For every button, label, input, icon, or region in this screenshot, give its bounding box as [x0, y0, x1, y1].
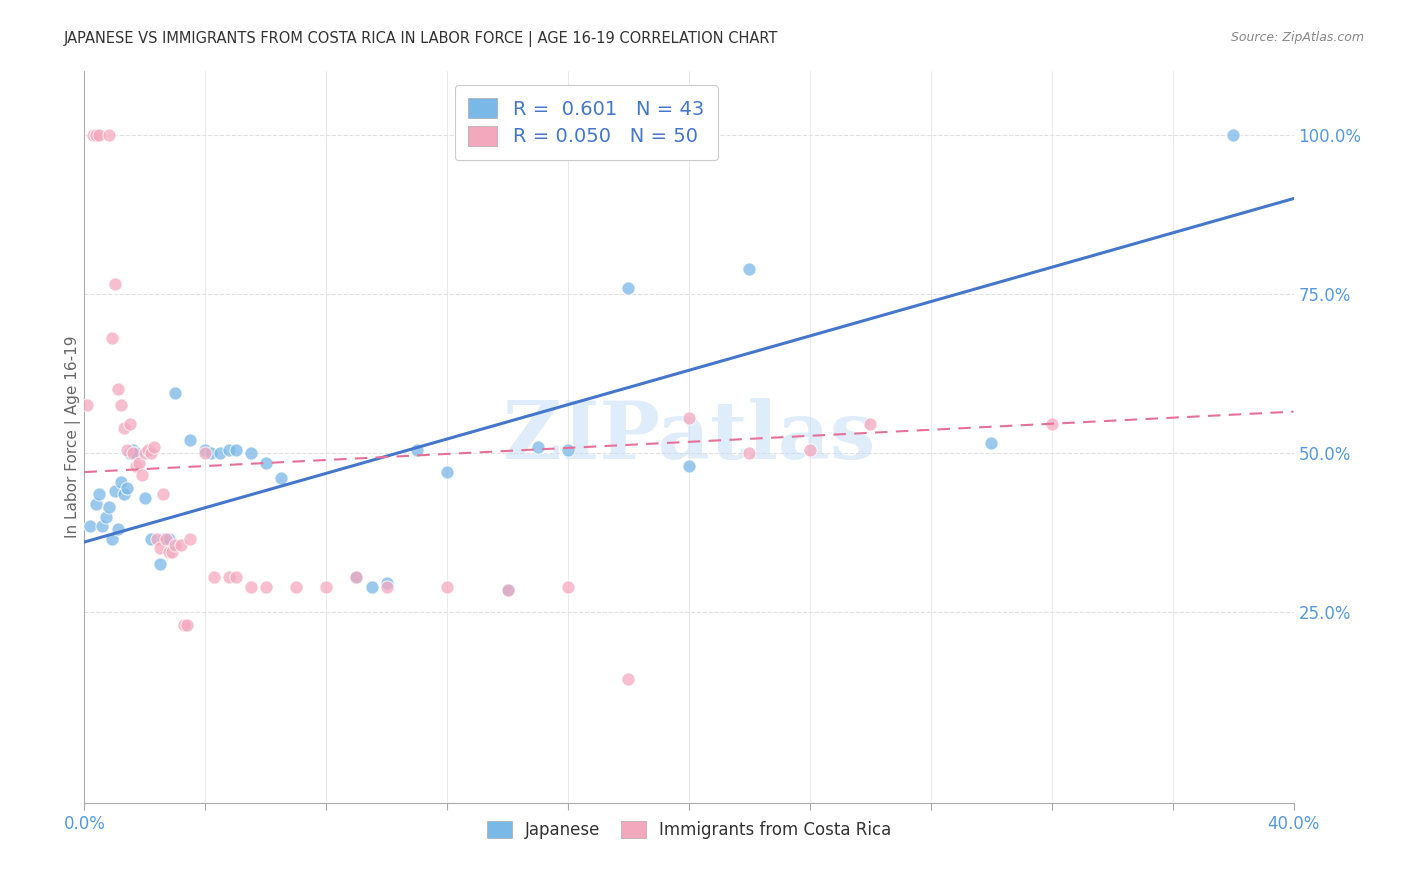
Point [157, 532, 180, 546]
Point [194, 442, 217, 457]
Point [128, 456, 150, 470]
Point [94, 509, 117, 524]
Point [200, 446, 222, 460]
Text: JAPANESE VS IMMIGRANTS FROM COSTA RICA IN LABOR FORCE | AGE 16-19 CORRELATION CH: JAPANESE VS IMMIGRANTS FROM COSTA RICA I… [63, 31, 778, 47]
Legend: Japanese, Immigrants from Costa Rica: Japanese, Immigrants from Costa Rica [477, 811, 901, 849]
Point [110, 398, 132, 412]
Point [89, 128, 111, 142]
Point [859, 417, 882, 432]
Point [157, 544, 180, 558]
Point [270, 471, 292, 485]
Point [225, 442, 247, 457]
Point [165, 385, 187, 400]
Point [209, 446, 232, 460]
Point [160, 544, 183, 558]
Point [194, 446, 217, 460]
Point [107, 522, 129, 536]
Point [239, 580, 262, 594]
Point [115, 481, 138, 495]
Point [254, 456, 277, 470]
Point [1040, 417, 1063, 432]
Point [557, 442, 579, 457]
Point [617, 672, 640, 686]
Point [678, 411, 700, 425]
Point [139, 532, 162, 546]
Point [225, 570, 247, 584]
Point [100, 331, 122, 345]
Point [89, 487, 111, 501]
Point [110, 475, 132, 489]
Point [91, 519, 114, 533]
Point [121, 442, 143, 457]
Point [121, 446, 143, 460]
Point [155, 532, 177, 546]
Point [496, 582, 519, 597]
Point [202, 570, 225, 584]
Point [125, 446, 148, 460]
Point [86, 128, 108, 142]
Point [315, 580, 337, 594]
Point [104, 277, 127, 292]
Point [360, 580, 382, 594]
Text: Source: ZipAtlas.com: Source: ZipAtlas.com [1230, 31, 1364, 45]
Point [76, 398, 98, 412]
Point [115, 442, 138, 457]
Text: ZIPatlas: ZIPatlas [503, 398, 875, 476]
Point [285, 580, 308, 594]
Point [165, 538, 187, 552]
Point [173, 617, 195, 632]
Point [436, 465, 458, 479]
Point [112, 420, 135, 434]
Point [82, 128, 104, 142]
Point [170, 538, 193, 552]
Point [79, 519, 101, 533]
Point [738, 261, 761, 276]
Point [97, 500, 120, 514]
Point [218, 442, 240, 457]
Point [97, 128, 120, 142]
Point [134, 491, 156, 505]
Point [254, 580, 277, 594]
Point [131, 468, 153, 483]
Point [152, 532, 174, 546]
Point [799, 442, 821, 457]
Point [112, 487, 135, 501]
Point [149, 541, 172, 556]
Point [678, 458, 700, 473]
Point [142, 440, 165, 454]
Point [136, 442, 159, 457]
Point [176, 617, 198, 632]
Point [179, 434, 201, 448]
Point [179, 532, 201, 546]
Point [149, 558, 172, 572]
Point [375, 576, 398, 591]
Point [436, 580, 458, 594]
Point [146, 532, 169, 546]
Point [125, 458, 148, 473]
Point [100, 532, 122, 546]
Point [557, 580, 579, 594]
Point [118, 446, 141, 460]
Point [107, 383, 129, 397]
Point [152, 487, 174, 501]
Point [346, 570, 368, 584]
Point [375, 580, 398, 594]
Point [86, 497, 108, 511]
Point [617, 280, 640, 294]
Point [139, 446, 162, 460]
Point [980, 436, 1002, 450]
Point [406, 442, 429, 457]
Point [239, 446, 262, 460]
Point [134, 446, 156, 460]
Point [118, 417, 141, 432]
Point [218, 570, 240, 584]
Point [104, 484, 127, 499]
Point [346, 570, 368, 584]
Point [1222, 128, 1244, 142]
Point [496, 582, 519, 597]
Point [738, 446, 761, 460]
Y-axis label: In Labor Force | Age 16-19: In Labor Force | Age 16-19 [65, 335, 82, 539]
Point [527, 440, 550, 454]
